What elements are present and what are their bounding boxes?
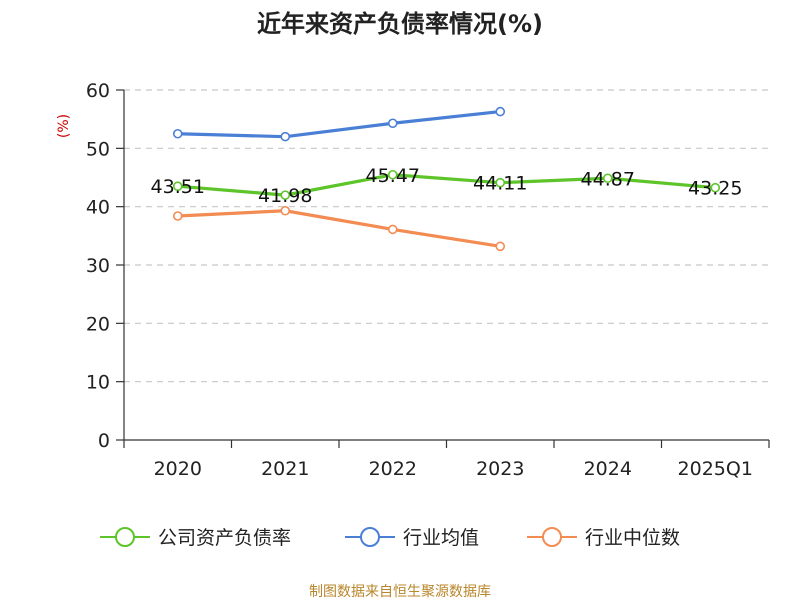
data-point	[387, 169, 398, 180]
data-point	[495, 106, 506, 117]
series-line	[177, 109, 501, 139]
data-point	[387, 118, 398, 129]
x-tick-label: 2022	[369, 458, 417, 480]
legend-item: 行业中位数	[527, 527, 680, 549]
data-label: 43.51	[151, 176, 205, 198]
data-point	[280, 190, 291, 200]
series-line	[177, 209, 501, 248]
data-point	[172, 211, 183, 221]
y-axis-unit-label: (%)	[56, 114, 72, 138]
x-tick-label: 2025Q1	[678, 458, 753, 480]
y-tick-label: 40	[86, 197, 110, 219]
data-point	[602, 173, 613, 184]
legend-label: 行业中位数	[585, 527, 680, 549]
data-point	[387, 224, 398, 235]
data-label: 44.87	[581, 168, 635, 190]
data-label: 45.47	[366, 165, 420, 187]
y-tick-label: 30	[86, 255, 110, 277]
data-point	[495, 177, 506, 188]
source-note: 制图数据来自恒生聚源数据库	[309, 584, 491, 600]
series-line	[177, 173, 716, 197]
data-point	[280, 205, 291, 216]
legend: 公司资产负债率 行业均值 行业中位数	[100, 527, 680, 549]
series-0	[172, 169, 721, 200]
y-tick-label: 10	[86, 372, 110, 394]
data-point	[280, 131, 291, 142]
legend-label: 行业均值	[403, 527, 479, 549]
x-tick-label: 2023	[476, 458, 524, 480]
x-tick-label: 2024	[584, 458, 632, 480]
y-tick-label: 20	[86, 313, 110, 335]
y-tick-label: 50	[86, 138, 110, 160]
x-tick-label: 2020	[154, 458, 202, 480]
y-tick-label: 60	[86, 80, 110, 102]
legend-item: 行业均值	[345, 527, 479, 549]
legend-label: 公司资产负债率	[158, 527, 291, 549]
data-label: 43.25	[688, 178, 742, 200]
data-label: 44.11	[473, 173, 527, 195]
data-labels: 43.51 41.98 45.47 44.11 44.87 43.25	[151, 165, 743, 207]
legend-item: 公司资产负债率	[100, 527, 291, 549]
axes: 0 10 20 30 40 50 60 2020 2021 2022 2023 2024 2025Q1	[86, 80, 770, 480]
series-1	[172, 106, 506, 142]
data-point	[495, 241, 506, 252]
data-point	[172, 128, 183, 139]
gridlines	[124, 89, 769, 383]
legend-marker	[542, 527, 562, 547]
legend-marker	[360, 527, 380, 547]
data-point	[172, 181, 183, 191]
series-layer	[172, 106, 721, 252]
data-label: 41.98	[258, 185, 312, 207]
data-point	[710, 182, 721, 193]
x-tick-label: 2021	[261, 458, 309, 480]
y-tick-label: 0	[98, 430, 110, 452]
legend-marker	[115, 527, 135, 547]
series-2	[172, 205, 506, 252]
chart-title: 近年来资产负债率情况(%)	[257, 10, 543, 38]
